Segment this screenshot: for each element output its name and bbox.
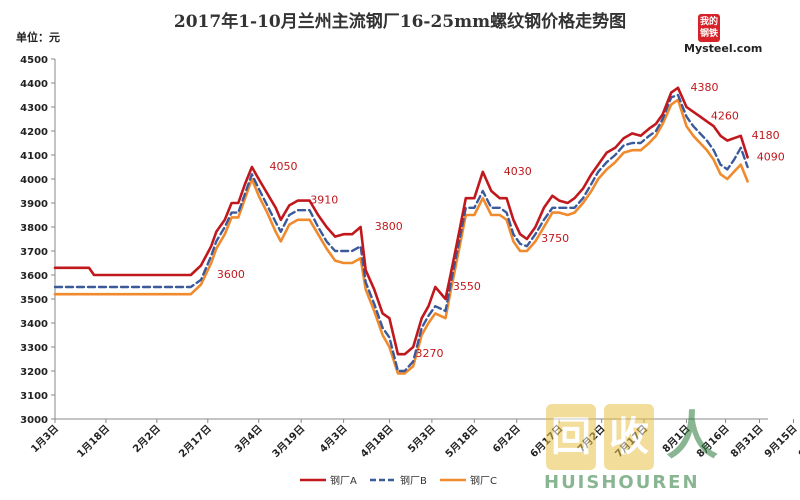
y-tick-label: 4200 — [20, 127, 48, 138]
mysteel-logo: 我的钢铁 Mysteel.com — [684, 14, 776, 60]
series-line-钢厂C — [53, 98, 749, 375]
data-label: 3550 — [453, 280, 481, 293]
y-tick-label: 3800 — [20, 223, 48, 234]
x-tick-label: 4月3日 — [317, 423, 349, 455]
x-tick-label: 4月18日 — [358, 423, 395, 460]
y-tick-label: 3900 — [20, 199, 48, 210]
x-tick-label: 1月18日 — [75, 423, 112, 460]
x-tick-label: 5月18日 — [443, 423, 480, 460]
data-label: 4030 — [504, 165, 532, 178]
x-tick-label: 1月3日 — [29, 423, 61, 455]
data-label: 3270 — [416, 347, 444, 360]
legend-label: 钢厂A — [330, 474, 357, 487]
y-tick-label: 3100 — [20, 391, 48, 402]
y-tick-label: 4300 — [20, 103, 48, 114]
chart-title: 2017年1-10月兰州主流钢厂16-25mm螺纹钢价格走势图 — [173, 12, 627, 32]
x-tick-label: 3月19日 — [270, 423, 307, 460]
series-line-钢厂A — [53, 86, 749, 356]
y-tick-label: 4100 — [20, 151, 48, 162]
x-tick-label: 2月2日 — [131, 423, 163, 455]
y-tick-label: 4400 — [20, 79, 48, 90]
logo-badge: 我的钢铁 — [698, 14, 720, 42]
legend-label: 钢厂C — [470, 474, 497, 487]
watermark-char2: 收 — [604, 404, 654, 470]
y-tick-label: 3700 — [20, 247, 48, 258]
y-tick-label: 3300 — [20, 343, 48, 354]
data-label: 4380 — [691, 81, 719, 94]
huishouren-watermark: 回 收 人 HUISHOUREN — [538, 400, 778, 496]
data-label: 4180 — [752, 129, 780, 142]
y-tick-label: 4500 — [20, 55, 48, 66]
data-label: 3910 — [310, 194, 338, 207]
data-label: 3600 — [217, 268, 245, 281]
x-tick-label: 5月3日 — [406, 423, 438, 455]
y-tick-label: 3500 — [20, 295, 48, 306]
watermark-mark: 人 — [665, 407, 718, 467]
unit-label: 单位：元 — [16, 31, 60, 44]
data-label: 4050 — [270, 160, 298, 173]
x-tick-label: 3月4日 — [232, 423, 264, 455]
data-label: 3750 — [541, 232, 569, 245]
data-label: 4090 — [757, 150, 785, 163]
logo-text: Mysteel.com — [684, 42, 763, 55]
x-tick-label: 9月30日 — [796, 423, 800, 460]
watermark-char1: 回 — [546, 404, 596, 470]
data-label: 4260 — [711, 110, 739, 123]
y-tick-label: 3200 — [20, 367, 48, 378]
watermark-text: HUISHOUREN — [544, 472, 700, 493]
y-tick-label: 4000 — [20, 175, 48, 186]
y-tick-label: 3400 — [20, 319, 48, 330]
x-tick-label: 6月2日 — [490, 423, 522, 455]
y-tick-label: 3000 — [20, 415, 48, 426]
x-tick-label: 2月17日 — [177, 423, 214, 460]
y-tick-label: 3600 — [20, 271, 48, 282]
series-line-钢厂B — [53, 93, 749, 373]
data-label: 3800 — [375, 220, 403, 233]
legend-label: 钢厂B — [400, 474, 427, 487]
